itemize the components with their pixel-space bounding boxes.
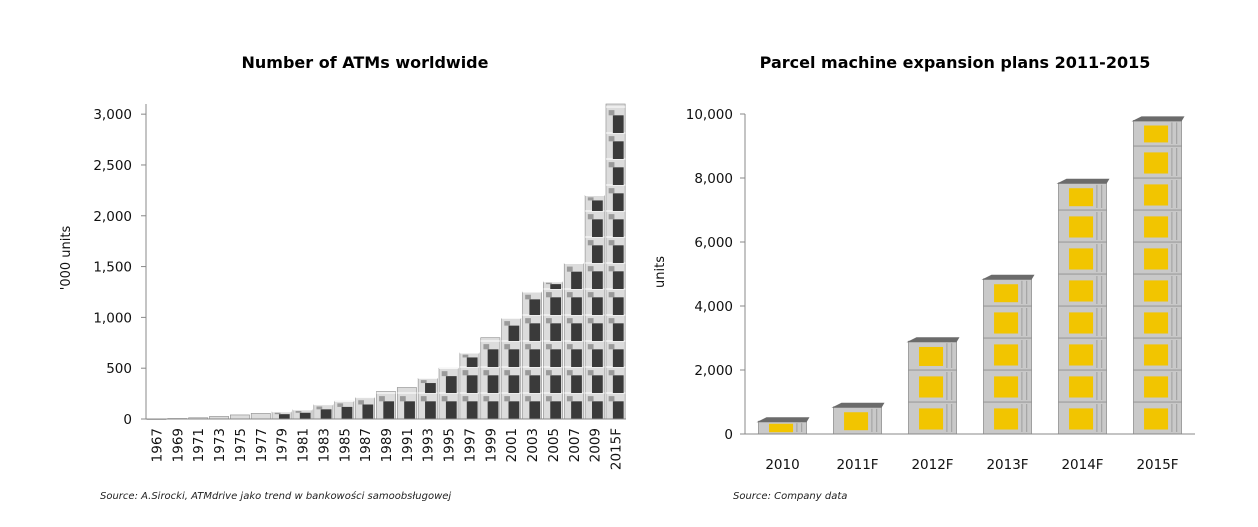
atm-x-tick-label: 1989 xyxy=(379,428,395,462)
parcel-chart: Parcel machine expansion plans 2011-2015… xyxy=(653,53,1195,502)
parcel-chart-title: Parcel machine expansion plans 2011-2015 xyxy=(760,53,1151,72)
parcel-x-ticks: 2010 2011F 2012F 2013F 2014F 2015F xyxy=(765,457,1178,473)
atm-x-tick-label: 1979 xyxy=(275,428,291,462)
parcel-y-tick-label: 4,000 xyxy=(694,299,733,315)
parcel-y-axis-label: units xyxy=(653,256,668,288)
atm-bar xyxy=(584,194,605,420)
atm-bar xyxy=(438,367,459,420)
atm-bar xyxy=(355,397,376,420)
parcel-bars xyxy=(756,116,1185,435)
atm-bars xyxy=(146,103,626,420)
atm-bar xyxy=(334,400,355,420)
atm-bar xyxy=(292,409,313,420)
atm-x-tick-label: 1993 xyxy=(421,428,437,462)
parcel-y-ticks: 0 2,000 4,000 6,000 8,000 10,000 xyxy=(686,107,745,443)
parcel-y-tick-label: 0 xyxy=(724,427,733,443)
atm-bar xyxy=(563,263,584,420)
atm-x-tick-label: 1967 xyxy=(149,428,165,462)
parcel-bar xyxy=(906,337,960,435)
atm-x-tick-label: 1983 xyxy=(316,428,332,462)
atm-bar xyxy=(250,413,271,420)
parcel-bar xyxy=(831,402,885,435)
atm-y-tick-label: 0 xyxy=(123,412,132,428)
atm-x-tick-label: 2007 xyxy=(567,428,583,462)
atm-bar xyxy=(271,411,292,420)
parcel-y-tick-label: 2,000 xyxy=(694,363,733,379)
atm-y-tick-label: 3,000 xyxy=(93,107,132,123)
atm-bar xyxy=(230,414,250,420)
atm-bar xyxy=(543,281,563,420)
atm-x-tick-label: 1975 xyxy=(233,428,249,462)
atm-bar xyxy=(480,337,501,420)
atm-x-tick-label: 1971 xyxy=(191,428,207,462)
atm-bar xyxy=(605,103,626,420)
parcel-source-note: Source: Company data xyxy=(733,491,847,502)
atm-x-tick-label: 2003 xyxy=(525,428,541,462)
parcel-x-tick-label: 2014F xyxy=(1061,457,1103,473)
parcel-bar xyxy=(1056,178,1110,435)
atm-x-tick-label: 2001 xyxy=(504,428,520,462)
atm-x-tick-label: 2009 xyxy=(588,428,604,462)
atm-x-tick-label: 1977 xyxy=(254,428,270,462)
atm-y-tick-label: 2,000 xyxy=(93,209,132,225)
atm-x-tick-label: 1981 xyxy=(296,428,312,462)
parcel-bar xyxy=(1131,116,1185,435)
atm-y-ticks: 0 500 1,000 1,500 2,000 2,500 3,000 xyxy=(93,107,146,428)
atm-x-tick-label: 2015F xyxy=(609,428,625,470)
atm-x-tick-label: 1987 xyxy=(358,428,374,462)
atm-y-tick-label: 1,000 xyxy=(93,310,132,326)
atm-y-axis-label: '000 units xyxy=(59,226,74,291)
atm-x-tick-label: 1999 xyxy=(483,428,499,462)
parcel-y-tick-label: 8,000 xyxy=(694,171,733,187)
atm-source-note: Source: A.Sirocki, ATMdrive jako trend w… xyxy=(100,490,451,502)
atm-x-tick-label: 1995 xyxy=(442,428,458,462)
parcel-x-tick-label: 2011F xyxy=(836,457,878,473)
atm-x-tick-label: 1969 xyxy=(170,428,186,462)
atm-bar xyxy=(459,352,480,420)
atm-bar xyxy=(313,404,334,420)
atm-x-tick-label: 1985 xyxy=(337,428,353,462)
atm-x-tick-label: 2005 xyxy=(546,428,562,462)
atm-bar xyxy=(417,377,438,420)
atm-bar xyxy=(501,317,522,420)
parcel-bar xyxy=(756,417,810,435)
atm-y-tick-label: 500 xyxy=(106,361,132,377)
parcel-x-tick-label: 2013F xyxy=(986,457,1028,473)
parcel-y-tick-label: 6,000 xyxy=(694,235,733,251)
parcel-y-tick-label: 10,000 xyxy=(686,107,733,123)
atm-chart: Number of ATMs worldwide '000 units 0 500… xyxy=(59,53,626,502)
atm-x-ticks: 1967 1969 1971 1973 1975 1977 1979 1981 1983 1985… xyxy=(149,428,624,470)
atm-bar xyxy=(522,291,542,420)
atm-chart-title: Number of ATMs worldwide xyxy=(242,53,489,72)
parcel-x-tick-label: 2012F xyxy=(911,457,953,473)
atm-x-tick-label: 1991 xyxy=(400,428,416,462)
atm-x-tick-label: 1997 xyxy=(462,428,478,462)
atm-bar xyxy=(396,387,417,420)
atm-bar xyxy=(376,391,396,420)
parcel-bar xyxy=(981,274,1035,435)
atm-y-tick-label: 1,500 xyxy=(93,260,132,276)
parcel-x-tick-label: 2010 xyxy=(765,457,799,473)
atm-y-tick-label: 2,500 xyxy=(93,158,132,174)
atm-x-tick-label: 1973 xyxy=(212,428,228,462)
parcel-x-tick-label: 2015F xyxy=(1136,457,1178,473)
